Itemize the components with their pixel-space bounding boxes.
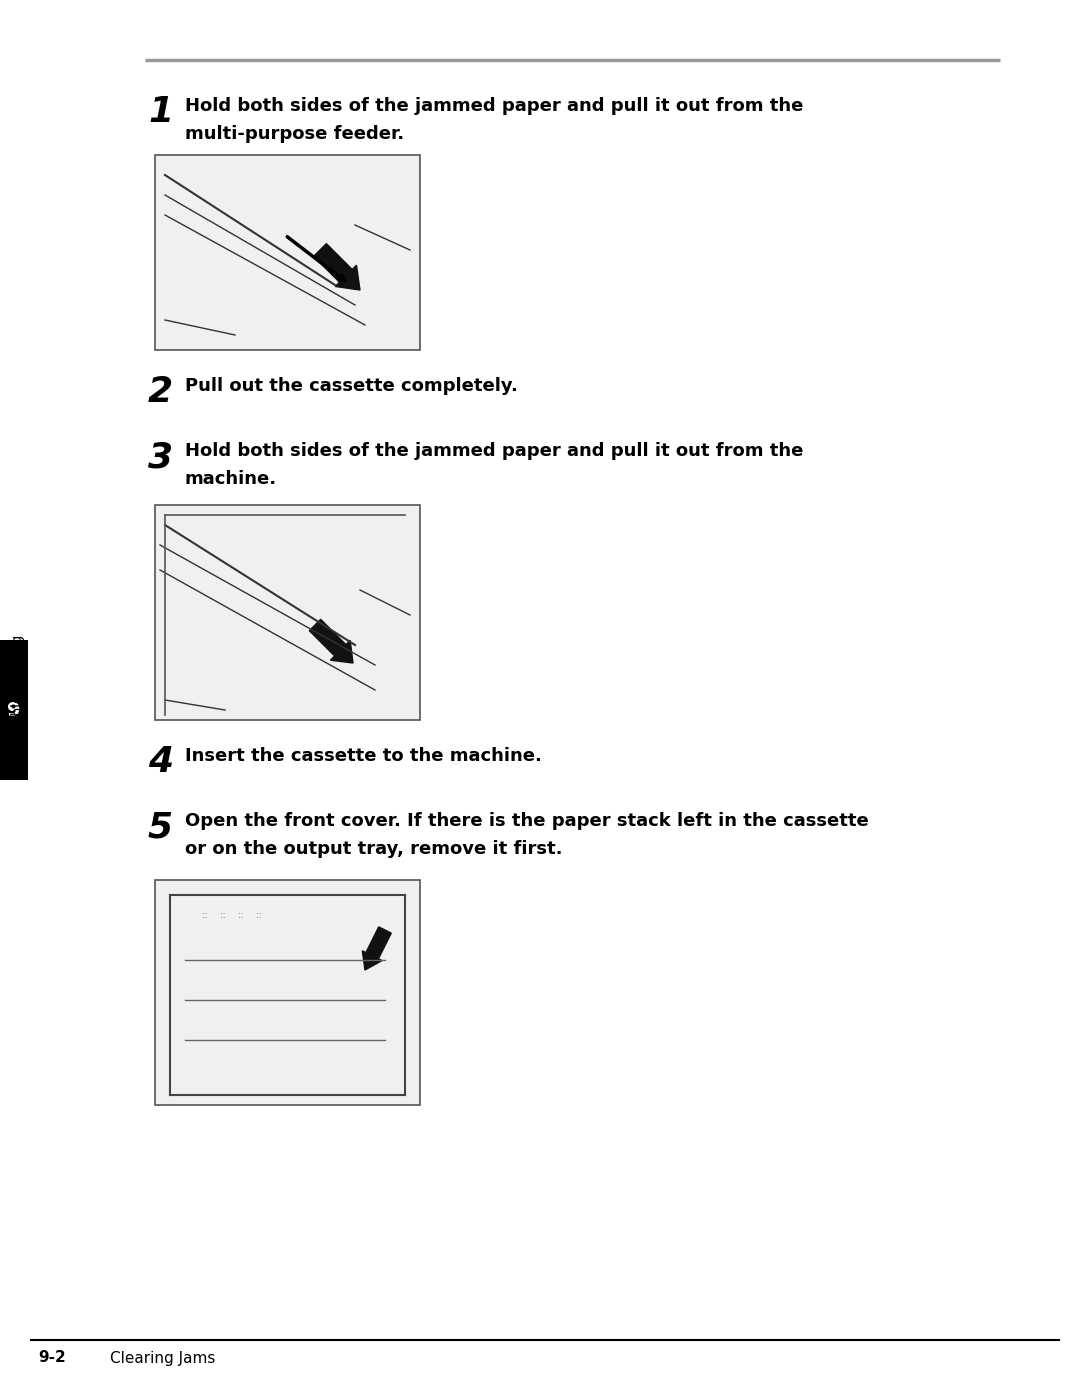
Text: multi-purpose feeder.: multi-purpose feeder. bbox=[185, 125, 404, 143]
Text: 1: 1 bbox=[148, 94, 173, 129]
FancyArrow shape bbox=[309, 619, 353, 663]
Text: Pull out the cassette completely.: Pull out the cassette completely. bbox=[185, 378, 518, 396]
Text: ::: :: bbox=[202, 911, 207, 919]
Text: ::: :: bbox=[220, 911, 226, 919]
Bar bbox=[156, 155, 420, 350]
Text: 9-2: 9-2 bbox=[38, 1351, 66, 1366]
Text: Hold both sides of the jammed paper and pull it out from the: Hold both sides of the jammed paper and … bbox=[185, 441, 804, 459]
Text: or on the output tray, remove it first.: or on the output tray, remove it first. bbox=[185, 840, 563, 858]
Text: Hold both sides of the jammed paper and pull it out from the: Hold both sides of the jammed paper and … bbox=[185, 97, 804, 115]
Text: Insert the cassette to the machine.: Insert the cassette to the machine. bbox=[185, 747, 542, 765]
Text: machine.: machine. bbox=[185, 471, 278, 489]
Text: Clearing Jams: Clearing Jams bbox=[110, 1351, 215, 1366]
Text: 2: 2 bbox=[148, 375, 173, 409]
Text: 5: 5 bbox=[148, 811, 173, 844]
Bar bbox=[0, 640, 28, 780]
FancyArrow shape bbox=[362, 927, 391, 970]
Bar bbox=[156, 880, 420, 1105]
Text: 4: 4 bbox=[148, 745, 173, 779]
Bar bbox=[156, 505, 420, 720]
Text: 9: 9 bbox=[8, 701, 21, 719]
Text: ::: :: bbox=[239, 911, 244, 919]
FancyArrow shape bbox=[313, 244, 360, 290]
Text: 3: 3 bbox=[148, 440, 173, 473]
Text: Troubleshooting: Troubleshooting bbox=[11, 634, 25, 745]
Text: ::: :: bbox=[256, 911, 261, 919]
Text: Open the front cover. If there is the paper stack left in the cassette: Open the front cover. If there is the pa… bbox=[185, 812, 868, 830]
